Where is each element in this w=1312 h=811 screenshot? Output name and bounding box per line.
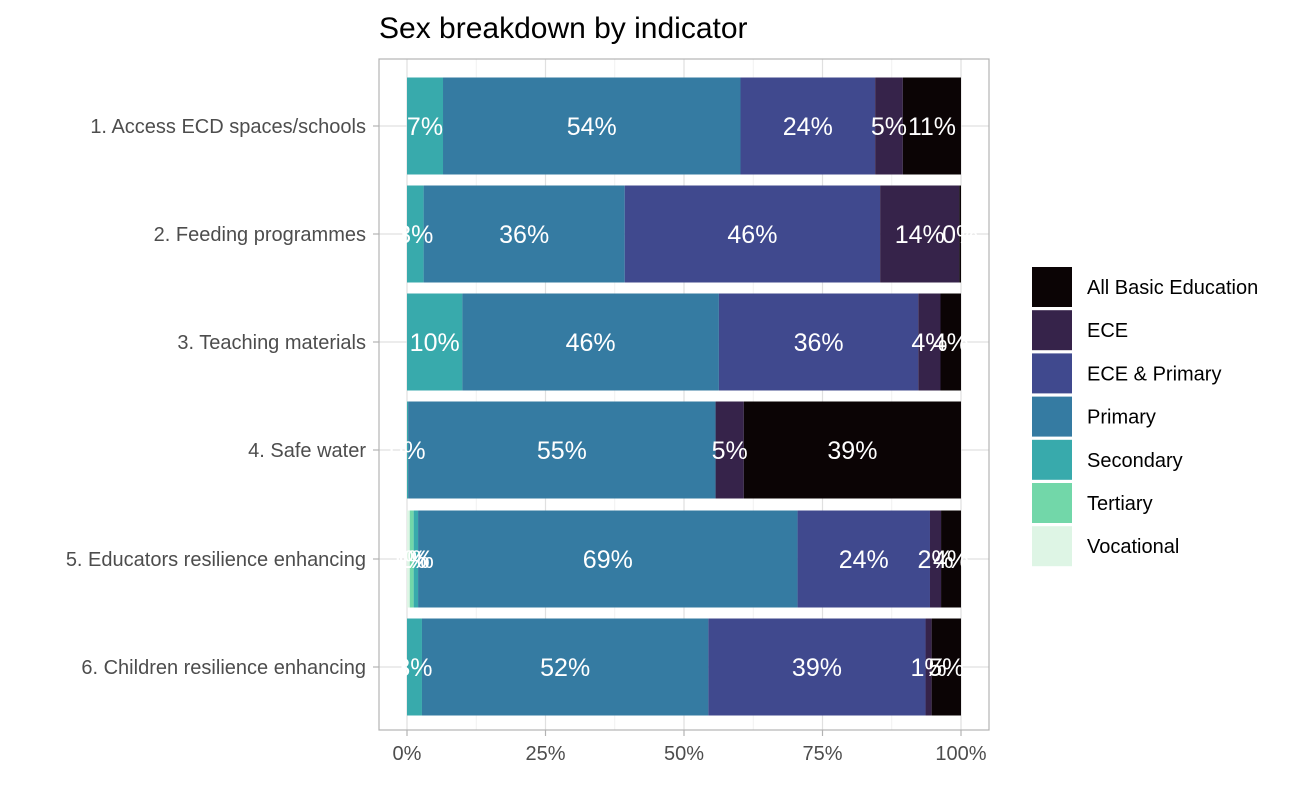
data-label: 1% — [398, 546, 434, 574]
bar-segment — [407, 293, 463, 391]
data-label: 10% — [410, 329, 460, 357]
legend-key — [1032, 483, 1072, 523]
data-label: 52% — [540, 654, 590, 682]
data-label: 39% — [827, 437, 877, 465]
legend-label: ECE & Primary — [1087, 363, 1221, 385]
category-label: 2. Feeding programmes — [154, 224, 366, 246]
legend-key — [1032, 353, 1072, 394]
legend: All Basic Education ECE ECE & Primary Prima… — [1032, 267, 1258, 567]
data-label: 5% — [712, 437, 748, 465]
bar-segment — [797, 510, 930, 608]
data-label: 0% — [389, 437, 425, 465]
x-tick-label: 50% — [664, 743, 704, 765]
category-label: 5. Educators resilience enhancing — [66, 549, 366, 571]
bar-segment — [740, 77, 876, 175]
legend-label: Vocational — [1087, 536, 1179, 558]
data-label: 7% — [407, 113, 443, 141]
data-label: 46% — [566, 329, 616, 357]
bar-segment — [407, 510, 410, 608]
legend-label: All Basic Education — [1087, 277, 1258, 299]
data-label: 1% — [394, 546, 430, 574]
bar-segment — [462, 293, 719, 391]
bar-segment — [421, 618, 709, 716]
chart-title: Sex breakdown by indicator — [379, 12, 748, 45]
data-label: 4% — [911, 329, 947, 357]
data-label: 3% — [397, 221, 433, 249]
data-label: 4% — [933, 329, 969, 357]
data-label: 24% — [839, 546, 889, 574]
bar-segment — [880, 185, 960, 283]
data-label: 5% — [928, 654, 964, 682]
data-label: 2% — [917, 546, 953, 574]
value-axis: 0% 25% 50% 75% 100% — [393, 730, 987, 765]
data-label: 0% — [942, 221, 978, 249]
x-tick-label: 0% — [393, 743, 422, 765]
bar-segment — [715, 401, 744, 499]
data-label: 36% — [794, 329, 844, 357]
data-label: 55% — [537, 437, 587, 465]
x-tick-label: 25% — [525, 743, 565, 765]
bar-segment — [931, 618, 961, 716]
data-label: 5% — [871, 113, 907, 141]
x-tick-label: 100% — [935, 743, 986, 765]
bar-segment — [941, 510, 961, 608]
bar-segment — [743, 401, 961, 499]
bar-segment — [875, 77, 903, 175]
bar-segment — [959, 185, 961, 283]
bars — [407, 77, 961, 716]
legend-key — [1032, 526, 1072, 567]
bar-segment — [940, 293, 961, 391]
category-label: 1. Access ECD spaces/schools — [90, 116, 366, 138]
legend-key — [1032, 267, 1072, 307]
bar-segment — [718, 293, 919, 391]
data-label: 54% — [567, 113, 617, 141]
data-label: 3% — [396, 654, 432, 682]
bar-data-labels: 7% 54% 24% 5% 11%3% 36% 46% 14%0%10% 46% 36% 4%4%0… — [389, 113, 978, 682]
data-label: 24% — [783, 113, 833, 141]
legend-label: ECE — [1087, 320, 1128, 342]
legend-label: Tertiary — [1087, 493, 1153, 515]
bar-segment — [929, 510, 942, 608]
data-label: 1% — [390, 546, 426, 574]
data-label: 46% — [727, 221, 777, 249]
bar-segment — [407, 77, 444, 175]
bar-segment — [902, 77, 961, 175]
bar-segment — [708, 618, 926, 716]
bar-segment — [413, 510, 419, 608]
legend-label: Primary — [1087, 407, 1156, 429]
bar-segment — [407, 185, 424, 283]
data-label: 36% — [499, 221, 549, 249]
bar-segment — [918, 293, 941, 391]
data-label: 1% — [911, 654, 947, 682]
bar-segment — [407, 401, 409, 499]
x-tick-label: 75% — [802, 743, 842, 765]
panel-border — [378, 58, 990, 731]
category-label: 6. Children resilience enhancing — [81, 657, 366, 679]
bar-segment — [925, 618, 932, 716]
bar-segment — [423, 185, 625, 283]
category-axis: 1. Access ECD spaces/schools 2. Feeding p… — [66, 116, 379, 679]
legend-key — [1032, 396, 1072, 437]
bar-segment — [624, 185, 881, 283]
data-label: 69% — [583, 546, 633, 574]
legend-key — [1032, 310, 1072, 351]
bar-segment — [408, 401, 716, 499]
category-label: 3. Teaching materials — [177, 332, 366, 354]
legend-label: Secondary — [1087, 450, 1183, 472]
data-label: 4% — [933, 546, 969, 574]
legend-key — [1032, 439, 1072, 480]
category-label: 4. Safe water — [248, 440, 366, 462]
bar-segment — [418, 510, 798, 608]
bar-segment — [443, 77, 741, 175]
data-label: 39% — [792, 654, 842, 682]
data-label: 14% — [895, 221, 945, 249]
data-label: 11% — [908, 113, 956, 141]
bar-segment — [407, 618, 422, 716]
bar-segment — [409, 510, 414, 608]
